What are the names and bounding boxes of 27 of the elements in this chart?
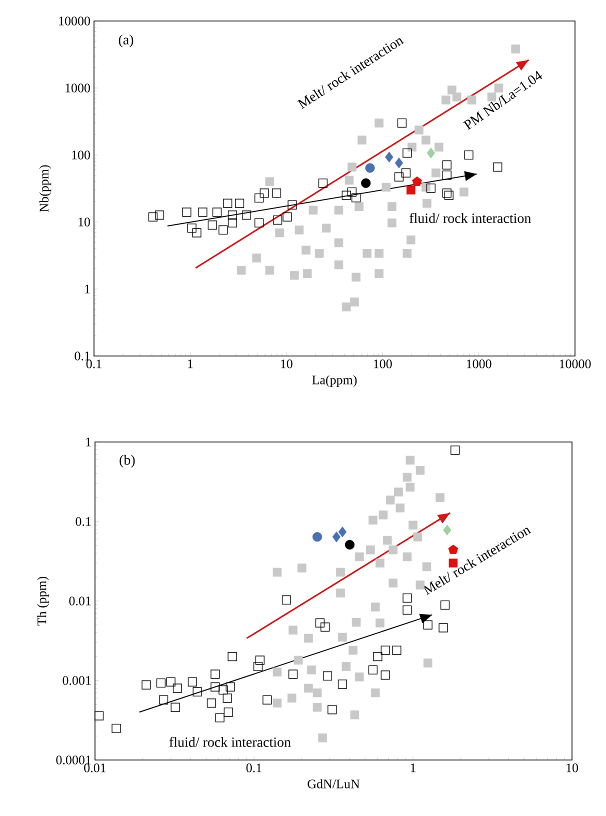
x-tick-label: 0.1 — [246, 764, 262, 772]
x-axis-title: GdN/LuN — [308, 779, 360, 788]
x-tick-label: 10000 — [560, 360, 591, 368]
y-tick-label: 0.0001 — [56, 756, 91, 764]
y-tick-label: 0.1 — [74, 352, 90, 360]
y-tick-label: 1 — [85, 284, 90, 294]
x-tick-label: 10 — [281, 360, 292, 368]
y-axis-title: Th (ppm) — [37, 576, 49, 626]
x-tick-label: 1 — [188, 360, 193, 368]
y-tick-label: 0.01 — [69, 596, 91, 606]
y-tick-label: 1 — [86, 438, 91, 446]
y-tick-label: 0.1 — [76, 517, 91, 526]
y-tick-label: 1000 — [66, 84, 90, 92]
y-axis-title: Nb(ppm) — [39, 165, 52, 212]
annotation: fluid/ rock interaction — [410, 212, 531, 223]
x-axis-title: La(ppm) — [312, 375, 357, 387]
y-tick-label: 100 — [72, 150, 90, 160]
y-tick-label: 0.001 — [62, 676, 91, 685]
annotation: (a) — [118, 34, 134, 48]
x-tick-label: 100 — [374, 360, 392, 368]
y-tick-label: 10000 — [59, 16, 90, 26]
annotation: (b) — [120, 454, 135, 468]
x-tick-label: 1000 — [466, 360, 492, 368]
annotation: fluid/ rock interaction — [169, 736, 291, 747]
x-tick-label: 10 — [566, 764, 578, 772]
x-tick-label: 1 — [410, 764, 416, 772]
y-tick-label: 10 — [78, 218, 90, 226]
